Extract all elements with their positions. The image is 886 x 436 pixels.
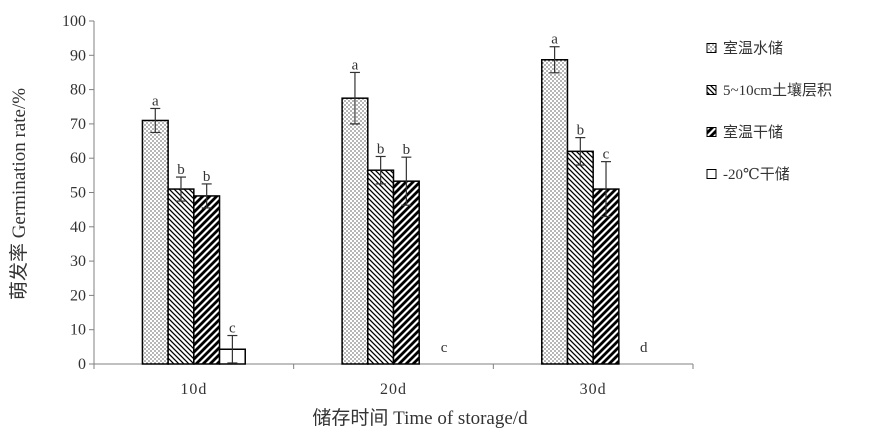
significance-label: b bbox=[377, 141, 385, 157]
y-tick-label: 0 bbox=[78, 356, 86, 373]
significance-label: c bbox=[603, 147, 610, 163]
bar bbox=[592, 188, 620, 365]
y-tick-label: 60 bbox=[70, 150, 86, 167]
significance-label: b bbox=[203, 169, 211, 185]
significance-label: a bbox=[152, 93, 159, 109]
y-axis: 0 10 20 30 40 50 60 70 80 90 100 bbox=[62, 13, 95, 373]
legend-swatch bbox=[706, 43, 717, 53]
legend-swatch bbox=[706, 127, 717, 137]
significance-label: b bbox=[403, 142, 411, 158]
x-axis: 10d 20d 30d bbox=[93, 363, 694, 398]
significance-label: a bbox=[352, 57, 359, 73]
bar bbox=[367, 169, 395, 365]
legend-label: -20℃干储 bbox=[723, 166, 790, 183]
x-axis-title: 储存时间 Time of storage/d bbox=[312, 407, 528, 429]
y-tick-label: 100 bbox=[62, 13, 86, 30]
y-tick-label: 90 bbox=[70, 47, 86, 64]
y-tick-label: 70 bbox=[70, 116, 86, 133]
y-tick-label: 10 bbox=[70, 322, 86, 339]
legend-swatch bbox=[706, 85, 717, 95]
bar bbox=[392, 180, 420, 365]
x-tick-label: 20d bbox=[380, 381, 407, 398]
legend-swatch bbox=[706, 169, 717, 179]
legend-label: 室温水储 bbox=[723, 40, 783, 57]
y-axis-title: 萌发率 Germination rate/% bbox=[8, 88, 30, 300]
y-tick-label: 30 bbox=[70, 253, 86, 270]
y-tick-label: 80 bbox=[70, 82, 86, 99]
legend-label: 室温干储 bbox=[723, 124, 783, 141]
y-tick-label: 40 bbox=[70, 219, 86, 236]
significance-label: b bbox=[577, 123, 585, 139]
bar bbox=[341, 97, 369, 365]
bar bbox=[141, 119, 169, 365]
significance-label: d bbox=[640, 340, 648, 356]
significance-label: b bbox=[177, 162, 185, 178]
bar bbox=[541, 59, 569, 365]
significance-labels-layer: a b b c a b b c a b c d bbox=[152, 32, 648, 356]
bar bbox=[167, 188, 195, 365]
bar bbox=[193, 195, 221, 365]
y-tick-label: 20 bbox=[70, 287, 86, 304]
significance-label: a bbox=[551, 32, 558, 48]
bars-layer bbox=[141, 59, 620, 365]
legend-label: 5~10cm土壤层积 bbox=[723, 81, 832, 99]
x-tick-label: 10d bbox=[180, 381, 207, 398]
significance-label: c bbox=[229, 321, 236, 337]
bar bbox=[566, 150, 594, 365]
x-tick-label: 30d bbox=[580, 381, 607, 398]
significance-label: c bbox=[441, 340, 448, 356]
y-tick-label: 50 bbox=[70, 185, 86, 202]
error-bars-layer bbox=[150, 46, 612, 364]
